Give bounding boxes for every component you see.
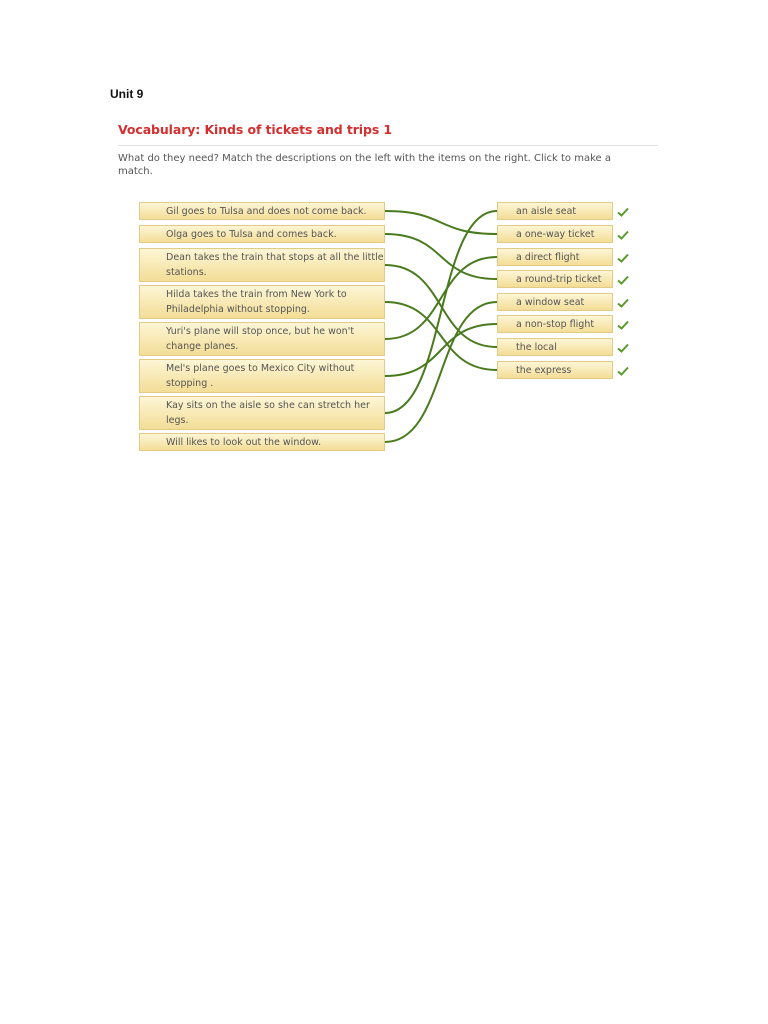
left-item[interactable]: Olga goes to Tulsa and comes back. [139,225,385,243]
exercise-title: Vocabulary: Kinds of tickets and trips 1 [118,122,393,137]
match-line [384,210,498,414]
right-item[interactable]: a direct flight [497,248,613,266]
right-item[interactable]: a non-stop flight [497,315,613,333]
right-item[interactable]: the local [497,338,613,356]
match-line [384,323,498,377]
right-item[interactable]: an aisle seat [497,202,613,220]
left-item[interactable]: Will likes to look out the window. [139,433,385,451]
match-line [384,256,498,340]
check-icon [617,298,629,308]
title-divider [118,145,658,146]
left-item[interactable]: Yuri's plane will stop once, but he won'… [139,322,385,356]
match-line [384,264,498,348]
right-item[interactable]: a one-way ticket [497,225,613,243]
right-item[interactable]: a round-trip ticket [497,270,613,288]
unit-label: Unit 9 [110,87,144,101]
check-icon [617,343,629,353]
instructions: What do they need? Match the description… [118,153,611,177]
match-line [384,301,498,443]
match-line [384,301,498,371]
left-item[interactable]: Gil goes to Tulsa and does not come back… [139,202,385,220]
check-icon [617,320,629,330]
right-item[interactable]: the express [497,361,613,379]
check-icon [617,230,629,240]
match-line [384,233,498,280]
left-item[interactable]: Mel's plane goes to Mexico City without … [139,359,385,393]
left-item[interactable]: Dean takes the train that stops at all t… [139,248,385,282]
left-item[interactable]: Kay sits on the aisle so she can stretch… [139,396,385,430]
check-icon [617,253,629,263]
match-line [384,210,498,235]
check-icon [617,275,629,285]
right-item[interactable]: a window seat [497,293,613,311]
check-icon [617,207,629,217]
check-icon [617,366,629,376]
left-item[interactable]: Hilda takes the train from New York to P… [139,285,385,319]
